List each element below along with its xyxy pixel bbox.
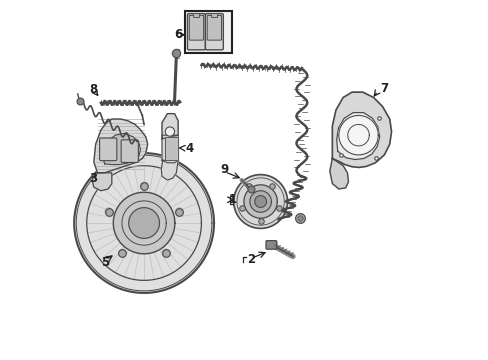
Polygon shape [254, 195, 266, 207]
FancyBboxPatch shape [189, 15, 203, 40]
Bar [193, 13, 199, 17]
Polygon shape [74, 153, 214, 293]
FancyBboxPatch shape [207, 15, 221, 40]
Circle shape [175, 208, 183, 215]
Polygon shape [94, 119, 147, 173]
Polygon shape [338, 116, 378, 155]
Text: 4: 4 [185, 142, 193, 155]
FancyBboxPatch shape [205, 14, 223, 50]
Polygon shape [332, 92, 391, 167]
Text: 8: 8 [89, 83, 98, 96]
FancyBboxPatch shape [265, 240, 276, 249]
Polygon shape [113, 192, 175, 254]
Polygon shape [128, 208, 159, 238]
FancyBboxPatch shape [187, 14, 205, 50]
Text: 3: 3 [89, 172, 98, 185]
Polygon shape [162, 114, 178, 139]
Text: 1: 1 [228, 193, 236, 206]
Circle shape [162, 249, 169, 257]
Circle shape [165, 127, 174, 136]
Polygon shape [162, 135, 178, 163]
Polygon shape [164, 137, 178, 159]
Polygon shape [249, 191, 271, 212]
Text: 9: 9 [220, 163, 228, 176]
Polygon shape [244, 185, 277, 218]
Text: 2: 2 [246, 253, 255, 266]
Polygon shape [102, 134, 140, 165]
Polygon shape [92, 173, 112, 191]
Text: 6: 6 [174, 28, 183, 41]
Circle shape [119, 249, 125, 257]
FancyBboxPatch shape [121, 140, 138, 162]
Polygon shape [336, 113, 379, 159]
FancyBboxPatch shape [100, 138, 117, 161]
Polygon shape [329, 158, 348, 189]
Bar [185, 12, 231, 53]
Polygon shape [233, 175, 287, 228]
Circle shape [140, 183, 147, 190]
Polygon shape [161, 160, 178, 180]
Circle shape [105, 208, 112, 215]
Bar [211, 13, 217, 17]
Text: 5: 5 [101, 256, 109, 269]
Text: 7: 7 [379, 82, 387, 95]
